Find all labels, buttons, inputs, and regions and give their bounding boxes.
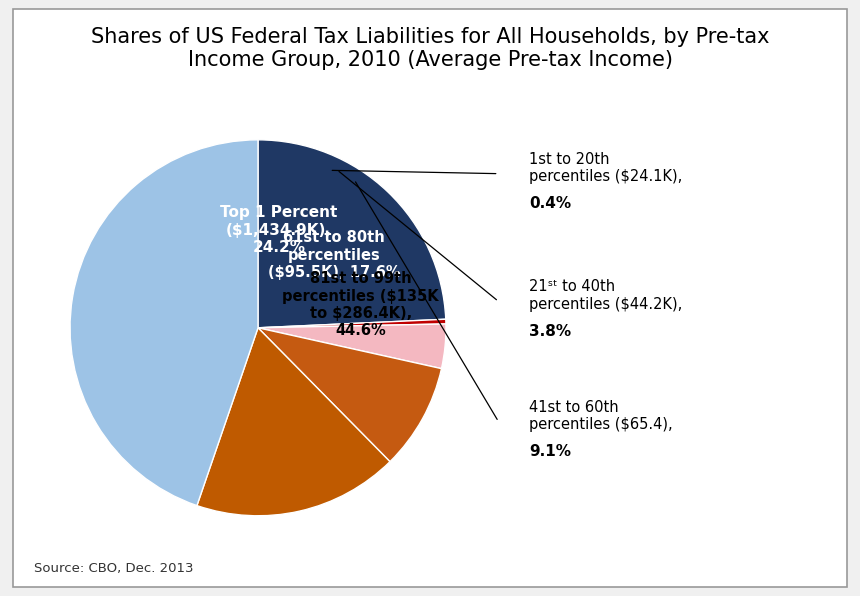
Text: 3.8%: 3.8% xyxy=(529,324,571,339)
Text: 41st to 60th
percentiles ($65.4),: 41st to 60th percentiles ($65.4), xyxy=(529,400,673,432)
Text: Shares of US Federal Tax Liabilities for All Households, by Pre-tax
Income Group: Shares of US Federal Tax Liabilities for… xyxy=(91,27,769,70)
Text: 21ˢᵗ to 40th
percentiles ($44.2K),: 21ˢᵗ to 40th percentiles ($44.2K), xyxy=(529,280,682,312)
Text: 61st to 80th
percentiles
($95.5K), 17.6%: 61st to 80th percentiles ($95.5K), 17.6% xyxy=(267,230,401,280)
Text: 0.4%: 0.4% xyxy=(529,196,571,211)
Wedge shape xyxy=(258,324,446,369)
Text: 1st to 20th
percentiles ($24.1K),: 1st to 20th percentiles ($24.1K), xyxy=(529,151,682,184)
Text: 9.1%: 9.1% xyxy=(529,444,571,459)
Wedge shape xyxy=(258,328,441,462)
Wedge shape xyxy=(70,140,258,505)
Wedge shape xyxy=(258,319,446,328)
Wedge shape xyxy=(197,328,390,516)
Text: Source: CBO, Dec. 2013: Source: CBO, Dec. 2013 xyxy=(34,562,194,575)
Text: Top 1 Percent
($1,434.9K),
24.2%: Top 1 Percent ($1,434.9K), 24.2% xyxy=(220,206,338,255)
Wedge shape xyxy=(258,140,445,328)
Text: 81st to 99th
percentiles ($135K
to $286.4K),
44.6%: 81st to 99th percentiles ($135K to $286.… xyxy=(282,271,439,339)
